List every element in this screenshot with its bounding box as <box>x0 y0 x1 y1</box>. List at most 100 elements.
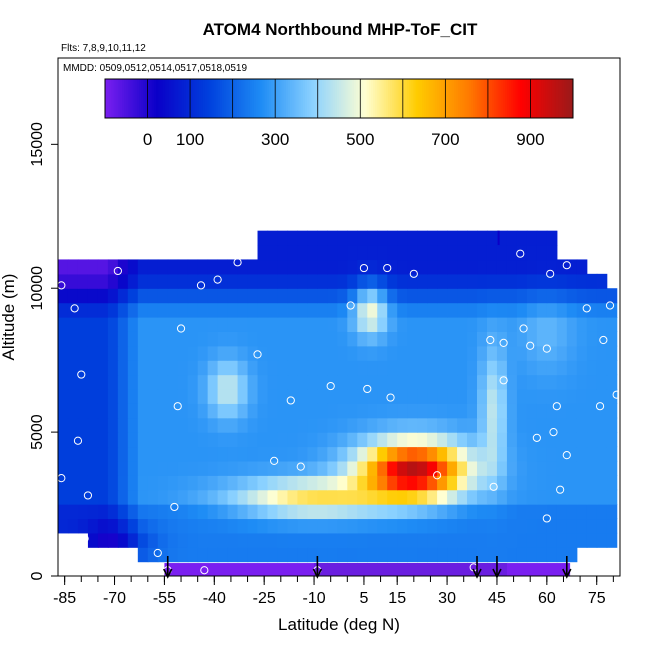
heatmap-cell <box>516 518 528 534</box>
heatmap-cell <box>516 446 528 462</box>
heatmap-cell <box>556 288 568 304</box>
heatmap-cell <box>187 288 199 304</box>
heatmap-cell <box>486 230 498 246</box>
heatmap-cell <box>516 288 528 304</box>
sample-point <box>73 436 83 445</box>
heatmap-cell <box>437 460 448 476</box>
heatmap-cell <box>437 475 448 491</box>
heatmap-cell <box>97 388 109 404</box>
heatmap-cell <box>237 288 249 304</box>
colorbar-segment <box>515 79 519 118</box>
heatmap-cell <box>377 331 388 347</box>
colorbar-tick-label: 300 <box>261 130 289 149</box>
heatmap-cell <box>496 288 508 304</box>
heatmap-cell <box>347 302 358 318</box>
heatmap-cell <box>257 388 269 404</box>
heatmap-cell <box>287 317 299 332</box>
heatmap-cell <box>257 432 269 448</box>
heatmap-cell <box>167 317 179 332</box>
heatmap-cell <box>167 273 179 289</box>
heatmap-cell <box>576 345 588 361</box>
heatmap-cell <box>516 403 528 419</box>
heatmap-cell <box>147 417 159 433</box>
heatmap-cell <box>377 504 388 520</box>
heatmap-cell <box>437 532 448 548</box>
heatmap-cell <box>367 317 378 332</box>
heatmap-cell <box>187 259 199 275</box>
heatmap-cell <box>187 345 199 361</box>
heatmap-cell <box>536 432 548 448</box>
colorbar-segment <box>160 79 163 118</box>
heatmap-cell <box>546 288 558 304</box>
colorbar-segment <box>543 79 546 118</box>
heatmap-cell <box>496 432 508 448</box>
heatmap-cell <box>317 388 328 404</box>
heatmap-cell <box>457 432 468 448</box>
heatmap-cell <box>77 446 89 462</box>
heatmap-cell <box>327 302 338 318</box>
heatmap-cell <box>437 345 448 361</box>
heatmap-cell <box>167 288 179 304</box>
heatmap-cell <box>317 432 328 448</box>
colorbar-segment <box>256 79 259 118</box>
heatmap-cell <box>247 259 259 275</box>
heatmap-cell <box>377 489 388 505</box>
heatmap-cell <box>147 518 159 534</box>
heatmap-cell <box>177 374 189 390</box>
heatmap-cell <box>87 345 99 361</box>
heatmap-cell <box>347 417 358 433</box>
heatmap-cell <box>58 374 69 390</box>
heatmap-cell <box>327 345 338 361</box>
heatmap-cell <box>267 518 279 534</box>
x-tick-label: 5 <box>359 590 368 607</box>
sample-point <box>346 301 355 310</box>
colorbar-segment <box>281 79 285 118</box>
heatmap-cell <box>177 345 189 361</box>
heatmap-cell <box>387 417 398 433</box>
colorbar-segment <box>339 79 342 118</box>
colorbar-segment <box>504 79 508 118</box>
heatmap-cell <box>327 288 338 304</box>
heatmap-cell <box>407 374 418 390</box>
heatmap-cell <box>506 259 518 275</box>
heatmap-cell <box>197 432 209 448</box>
heatmap-cell <box>516 273 528 289</box>
sample-point <box>196 281 206 290</box>
heatmap-cell <box>506 489 518 505</box>
colorbar-segment <box>192 79 195 118</box>
heatmap-cell <box>417 532 428 548</box>
heatmap-cell <box>227 345 239 361</box>
heatmap-cell <box>297 388 309 404</box>
colorbar-segment <box>109 79 112 118</box>
heatmap-cell <box>367 259 378 275</box>
heatmap-cell <box>506 460 518 476</box>
heatmap-cell <box>377 317 388 332</box>
heatmap-cell <box>167 547 179 563</box>
heatmap-cell <box>526 417 538 433</box>
heatmap-cell <box>267 230 279 246</box>
heatmap-cell <box>137 432 149 448</box>
heatmap-cell <box>437 446 448 462</box>
heatmap-cell <box>606 417 618 433</box>
heatmap-cell <box>387 230 398 246</box>
heatmap-cell <box>347 388 358 404</box>
heatmap-cell <box>127 331 139 347</box>
heatmap-cell <box>397 302 408 318</box>
colorbar-segment <box>298 79 302 118</box>
heatmap-cell <box>227 489 239 505</box>
heatmap-cell <box>227 403 239 419</box>
heatmap-cell <box>546 302 558 318</box>
heatmap-cell <box>576 518 588 534</box>
heatmap-cell <box>526 230 538 246</box>
heatmap-cell <box>137 317 149 332</box>
heatmap-cell <box>207 331 219 347</box>
colorbar-segment <box>447 79 451 118</box>
colorbar-segment <box>181 79 185 118</box>
chart-title: ATOM4 Northbound MHP-ToF_CIT <box>203 20 478 39</box>
heatmap-cell <box>586 374 598 390</box>
heatmap-cell <box>327 273 338 289</box>
sample-point <box>383 263 392 273</box>
heatmap-cell <box>526 245 538 261</box>
heatmap-cell <box>127 388 139 404</box>
heatmap-cell <box>467 273 478 289</box>
